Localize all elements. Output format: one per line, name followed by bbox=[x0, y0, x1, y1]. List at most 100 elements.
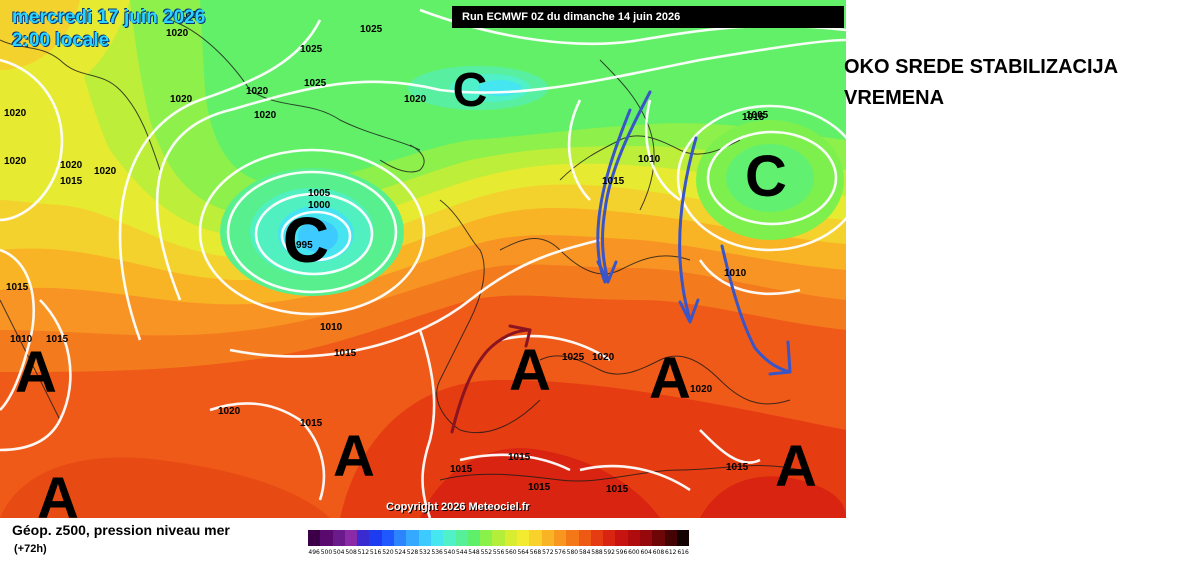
isobar-label: 1020 bbox=[592, 352, 615, 363]
isobar-label: 1015 bbox=[602, 176, 625, 187]
color-scale-tick: 504 bbox=[333, 549, 345, 556]
color-scale-swatch bbox=[332, 530, 345, 546]
isobar-label: 1020 bbox=[4, 108, 27, 119]
color-scale-tick: 588 bbox=[591, 549, 603, 556]
color-scale-swatch bbox=[344, 530, 358, 546]
isobar-label: 1010 bbox=[638, 154, 661, 165]
isobar-label: 1020 bbox=[246, 86, 269, 97]
color-scale-swatch bbox=[357, 530, 370, 546]
high-center-symbol: A bbox=[15, 340, 57, 405]
color-scale-swatch bbox=[627, 530, 641, 546]
isobar-label: 1015 bbox=[508, 452, 531, 463]
color-scale-swatch bbox=[578, 530, 591, 546]
isobar-label: 1015 bbox=[742, 112, 765, 123]
legend-title: Géop. z500, pression niveau mer bbox=[12, 522, 230, 538]
color-scale-tick: 500 bbox=[320, 549, 333, 556]
isobar-label: 1025 bbox=[304, 78, 327, 89]
legend-subtitle: (+72h) bbox=[14, 543, 47, 555]
color-scale-tick: 496 bbox=[308, 549, 320, 556]
color-scale-tick: 520 bbox=[382, 549, 394, 556]
color-scale-swatch bbox=[676, 530, 690, 546]
isobar-label: 1015 bbox=[334, 348, 357, 359]
high-center-symbol: A bbox=[509, 338, 551, 403]
color-scale-swatch bbox=[652, 530, 665, 546]
color-scale-tick: 528 bbox=[406, 549, 419, 556]
color-scale-tick: 604 bbox=[640, 549, 652, 556]
color-scale-tick: 600 bbox=[628, 549, 640, 556]
color-scale-swatch bbox=[664, 530, 677, 546]
color-scale-tick: 544 bbox=[455, 549, 468, 556]
isobar-label: 1025 bbox=[360, 24, 383, 35]
color-scale-swatch bbox=[640, 530, 653, 546]
caption-line-1: OKO SREDE STABILIZACIJA bbox=[844, 56, 1119, 78]
color-scale-tick: 612 bbox=[665, 549, 677, 556]
color-scale-swatch bbox=[590, 530, 604, 546]
forecast-time: 2:00 locale bbox=[12, 30, 110, 51]
isobar-label: 1025 bbox=[562, 352, 585, 363]
color-scale-tick: 524 bbox=[394, 549, 406, 556]
color-scale-swatch bbox=[308, 530, 321, 546]
color-scale-ticks: 496 500 504 508 512 516 520 524 528 532 536 540 544 5… bbox=[308, 549, 689, 559]
low-center-symbol: C bbox=[283, 204, 329, 276]
high-center-symbol: A bbox=[649, 346, 691, 411]
color-scale-swatch bbox=[492, 530, 505, 546]
isobar-label: 1015 bbox=[606, 484, 629, 495]
isobar-label: 1020 bbox=[4, 156, 27, 167]
color-scale-swatch bbox=[566, 530, 579, 546]
color-scale-tick: 592 bbox=[603, 549, 615, 556]
color-scale-tick: 568 bbox=[529, 549, 542, 556]
color-scale-bar bbox=[308, 530, 690, 546]
color-scale-swatch bbox=[430, 530, 444, 546]
isobar-label: 1015 bbox=[528, 482, 551, 493]
high-center-symbol: A bbox=[775, 434, 817, 499]
isobar-label: 995 bbox=[296, 240, 313, 251]
color-scale-tick: 584 bbox=[578, 549, 591, 556]
color-scale-tick: 616 bbox=[677, 549, 689, 556]
isobar-label: 1020 bbox=[180, 10, 203, 21]
color-scale-tick: 564 bbox=[517, 549, 529, 556]
color-scale-swatch bbox=[504, 530, 518, 546]
color-scale-tick: 596 bbox=[615, 549, 628, 556]
model-run-banner: Run ECMWF 0Z du dimanche 14 juin 2026 bbox=[452, 6, 844, 28]
copyright-notice: Copyright 2026 Meteociel.fr bbox=[386, 501, 530, 513]
caption-title: OKO SREDE STABILIZACIJA VREMENA bbox=[844, 52, 1194, 114]
isobar-label: 1015 bbox=[726, 462, 749, 473]
color-scale-swatch bbox=[418, 530, 431, 546]
color-scale-swatch bbox=[480, 530, 493, 546]
isobar-label: 1015 bbox=[300, 418, 323, 429]
color-scale-tick: 516 bbox=[369, 549, 382, 556]
isobar-label: 1020 bbox=[60, 160, 83, 171]
isobar-label: 1015 bbox=[6, 282, 29, 293]
isobar-label: 1000 bbox=[308, 200, 331, 211]
color-scale-tick: 580 bbox=[566, 549, 579, 556]
high-center-symbol: A bbox=[333, 424, 375, 489]
color-scale-swatch bbox=[406, 530, 419, 546]
low-center-symbol: C bbox=[745, 144, 787, 209]
color-scale-swatch bbox=[541, 530, 554, 546]
color-scale-swatch bbox=[381, 530, 395, 546]
isobar-label: 1015 bbox=[46, 334, 69, 345]
isobar-label: 1015 bbox=[60, 176, 83, 187]
isobar-label: 1005 bbox=[746, 110, 769, 121]
weather-map: C C C A A A A A A 1020 1025 1025 1020 1020 10… bbox=[0, 0, 846, 518]
color-scale-tick: 560 bbox=[505, 549, 517, 556]
color-scale-tick: 556 bbox=[492, 549, 505, 556]
isobar-label: 1020 bbox=[166, 28, 189, 39]
color-scale-swatch bbox=[443, 530, 456, 546]
color-scale-swatch bbox=[369, 530, 382, 546]
isobar-label: 1010 bbox=[10, 334, 33, 345]
isobar-label: 1025 bbox=[300, 44, 323, 55]
color-scale-tick: 532 bbox=[419, 549, 431, 556]
color-scale-tick: 536 bbox=[431, 549, 443, 556]
color-scale-tick: 540 bbox=[443, 549, 456, 556]
color-scale-swatch bbox=[455, 530, 468, 546]
color-scale-swatch bbox=[467, 530, 481, 546]
color-scale-tick: 508 bbox=[345, 549, 357, 556]
color-scale-tick: 576 bbox=[554, 549, 566, 556]
isobar-label: 1010 bbox=[724, 268, 747, 279]
isobar-label: 1020 bbox=[690, 384, 713, 395]
color-scale-swatch bbox=[603, 530, 616, 546]
isobar-label: 1020 bbox=[218, 406, 241, 417]
color-scale-swatch bbox=[529, 530, 542, 546]
forecast-date: mercredi 17 juin 2026 bbox=[12, 7, 206, 28]
